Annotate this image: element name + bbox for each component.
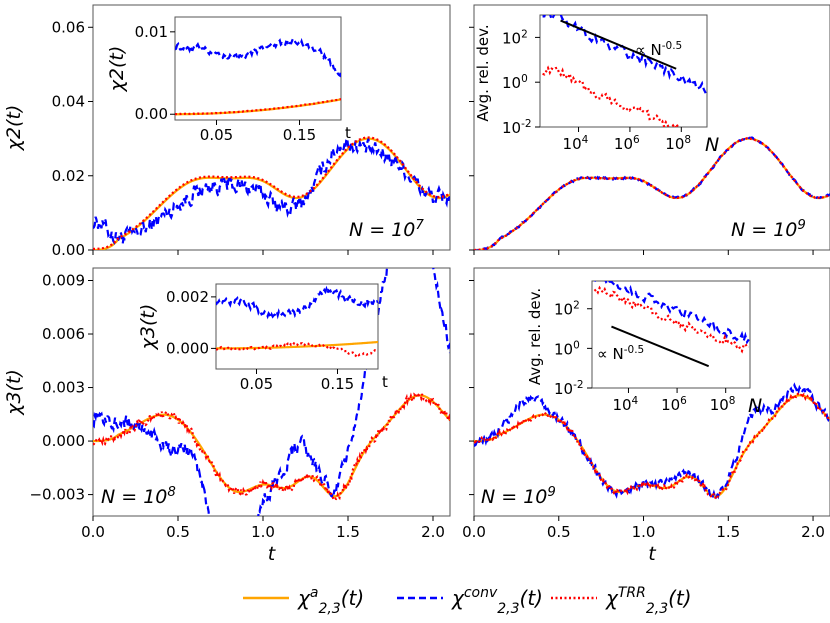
series-trr-line bbox=[93, 391, 450, 501]
inset-x-tick-label: 0.05 bbox=[200, 126, 233, 144]
x-tick-label: 1.5 bbox=[716, 523, 740, 541]
inset-frame bbox=[215, 283, 379, 370]
inset-x-tick-label: 104 bbox=[612, 395, 638, 414]
inset-trr-line bbox=[216, 341, 378, 358]
inset-y-tick-label: 100 bbox=[502, 73, 528, 92]
series-group bbox=[474, 382, 830, 502]
inset-x-tick-label: 106 bbox=[614, 134, 640, 153]
inset-y-axis-label: χ3(t) bbox=[137, 304, 159, 351]
series-trr-line bbox=[474, 136, 830, 250]
axes-frame bbox=[473, 267, 830, 517]
inset-p4: 104 106 108 102 100 10-2 Avg. rel. dev. N ∝ N-0.… bbox=[526, 280, 762, 417]
n-annotation: N = 108 bbox=[101, 485, 176, 509]
series-group bbox=[474, 136, 830, 250]
x-tick-label: 2.0 bbox=[421, 523, 445, 541]
inset-x-axis-label: N bbox=[705, 134, 719, 156]
axes-frame bbox=[92, 4, 451, 251]
series-group bbox=[93, 134, 450, 250]
legend: χa2,3(t) χconv2,3(t) χTRR2,3(t) bbox=[243, 585, 692, 617]
inset-slope-label: ∝ N-0.5 bbox=[635, 40, 682, 59]
inset-y-tick-label: 10-2 bbox=[502, 118, 532, 137]
y-tick-label: 0.00 bbox=[52, 241, 85, 259]
inset-slope-label: ∝ N-0.5 bbox=[597, 344, 644, 363]
inset-trr-line bbox=[593, 285, 749, 354]
panel-p2: N = 109 104 106 108 102 100 10-2 Avg. rel. dev.… bbox=[469, 4, 830, 255]
x-tick-label: 2.0 bbox=[801, 523, 825, 541]
inset-trr-line bbox=[542, 65, 680, 127]
inset-x-tick-label: 0.15 bbox=[321, 375, 354, 393]
legend-analytic-label: χa2,3(t) bbox=[297, 585, 364, 617]
x-tick-label: 0.5 bbox=[547, 523, 571, 541]
inset-y-tick-label: 0.000 bbox=[166, 339, 209, 357]
inset-x-axis-label: t bbox=[382, 373, 388, 391]
x-axis-label: t bbox=[648, 543, 657, 565]
inset-x-tick-label: 0.05 bbox=[240, 375, 273, 393]
inset-x-tick-label: 104 bbox=[563, 134, 589, 153]
inset-frame bbox=[539, 14, 708, 128]
inset-y-tick-label: 0.002 bbox=[166, 288, 209, 306]
n-annotation: N = 109 bbox=[481, 485, 556, 509]
y-tick-label: −0.003 bbox=[29, 486, 85, 504]
inset-slope-line bbox=[560, 19, 677, 70]
inset-p1: 0.05 0.15 0.00 0.01 χ2(t) t bbox=[106, 16, 351, 144]
inset-y-tick-label: 102 bbox=[554, 300, 580, 319]
inset-y-tick-label: 0.01 bbox=[135, 23, 168, 41]
inset-slope-line bbox=[611, 325, 710, 368]
inset-trr-line bbox=[175, 97, 341, 116]
x-tick-label: 1.5 bbox=[336, 523, 360, 541]
inset-y-axis-label: Avg. rel. dev. bbox=[474, 24, 492, 121]
inset-x-axis-label: N bbox=[748, 395, 762, 417]
y-tick-label: 0.04 bbox=[52, 93, 85, 111]
inset-conv-line bbox=[175, 35, 341, 78]
inset-x-tick-label: 108 bbox=[710, 395, 736, 414]
x-tick-label: 1.0 bbox=[251, 523, 275, 541]
y-tick-label: 0.003 bbox=[42, 379, 85, 397]
inset-conv-line bbox=[593, 281, 750, 346]
x-axis-label: t bbox=[268, 543, 277, 565]
series-group bbox=[93, 268, 450, 516]
x-tick-label: 0.5 bbox=[166, 523, 190, 541]
inset-y-tick-label: 10-2 bbox=[554, 379, 584, 398]
y-tick-label: 0.06 bbox=[52, 18, 85, 36]
x-tick-label: 0.0 bbox=[462, 523, 486, 541]
series-conv-line bbox=[93, 134, 450, 245]
inset-p2: 104 106 108 102 100 10-2 Avg. rel. dev. N ∝ N-0.… bbox=[474, 14, 719, 156]
inset-x-tick-label: 108 bbox=[665, 134, 691, 153]
n-annotation: N = 107 bbox=[349, 218, 424, 242]
x-tick-label: 0.0 bbox=[81, 523, 105, 541]
inset-p3: 0.05 0.15 0.000 0.002 χ3(t) t bbox=[137, 283, 388, 393]
inset-x-axis-label: t bbox=[345, 124, 351, 142]
inset-y-tick-label: 0.00 bbox=[135, 105, 168, 123]
axes-frame bbox=[473, 4, 830, 251]
inset-series-group bbox=[175, 35, 341, 116]
y-tick-label: 0.000 bbox=[42, 432, 85, 450]
y-tick-label: 0.02 bbox=[52, 167, 85, 185]
y-tick-label: 0.009 bbox=[42, 271, 85, 289]
panel-p3: 0.0 0.5 1.0 1.5 2.0 −0.003 0.000 0.003 0.006 0.00… bbox=[3, 267, 451, 565]
inset-series-group bbox=[593, 281, 750, 368]
y-axis-label: χ3(t) bbox=[3, 369, 25, 416]
inset-y-axis-label: χ2(t) bbox=[106, 46, 128, 93]
n-annotation: N = 109 bbox=[731, 218, 806, 242]
series-trr-line bbox=[474, 390, 830, 502]
axes-frame bbox=[92, 267, 451, 517]
inset-x-tick-label: 0.15 bbox=[283, 126, 316, 144]
y-axis-label: χ2(t) bbox=[3, 105, 25, 152]
inset-y-tick-label: 102 bbox=[502, 28, 528, 47]
panel-p1: 0.00 0.02 0.04 0.06 χ2(t) N = 107 0.05 0.15 0.00… bbox=[3, 4, 451, 259]
inset-y-axis-label: Avg. rel. dev. bbox=[526, 288, 544, 385]
y-tick-label: 0.006 bbox=[42, 325, 85, 343]
series-conv-line bbox=[474, 382, 830, 501]
legend-conv-label: χconv2,3(t) bbox=[451, 585, 543, 617]
x-tick-label: 1.0 bbox=[632, 523, 656, 541]
inset-y-tick-label: 100 bbox=[554, 339, 580, 358]
inset-series-group bbox=[542, 15, 707, 127]
legend-trr-label: χTRR2,3(t) bbox=[605, 585, 692, 617]
inset-series-group bbox=[216, 285, 378, 358]
inset-x-tick-label: 106 bbox=[661, 395, 687, 414]
